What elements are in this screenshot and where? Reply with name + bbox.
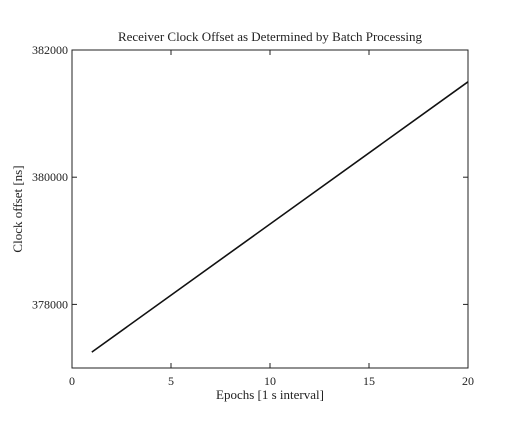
y-tick-label: 382000 (32, 43, 68, 57)
series-line (91, 81, 469, 353)
x-axis-ticks: 0 5 10 15 20 (69, 50, 474, 388)
series-layer (91, 81, 469, 353)
chart-title: Receiver Clock Offset as Determined by B… (118, 29, 423, 44)
y-axis-label: Clock offset [ns] (10, 165, 25, 252)
x-tick-label: 15 (363, 374, 375, 388)
plot-frame (71, 49, 469, 369)
x-tick-label: 0 (69, 374, 75, 388)
y-axis-ticks: 378000 380000 382000 (32, 43, 468, 311)
x-tick-label: 5 (168, 374, 174, 388)
y-tick-label: 378000 (32, 297, 68, 311)
x-tick-label: 20 (462, 374, 474, 388)
y-tick-label: 380000 (32, 170, 68, 184)
x-axis-label: Epochs [1 s interval] (216, 387, 324, 402)
x-tick-label: 10 (264, 374, 276, 388)
